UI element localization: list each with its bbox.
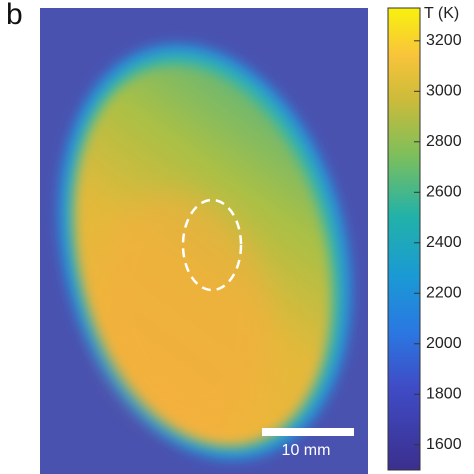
colorbar-tick-label: 2800	[426, 133, 462, 150]
panel-label: b	[6, 0, 23, 31]
colorbar-tick-label: 2400	[426, 234, 462, 251]
scale-bar	[262, 428, 354, 436]
colorbar-tick-label: 2200	[426, 284, 462, 301]
colorbar-tick-label: 1800	[426, 385, 462, 402]
hotspot-outline	[181, 198, 243, 292]
colorbar-tick-label: 2600	[426, 184, 462, 201]
colorbar-ticks: 1600 1800 2000 2200 2400 2600 2800 3000 3200	[414, 32, 462, 453]
colorbar-tick-label: 3000	[426, 83, 462, 100]
colorbar-tick-label: 3200	[426, 32, 462, 49]
colorbar-tick-label: 1600	[426, 436, 462, 453]
colorbar	[387, 7, 421, 471]
colorbar-tick-label: 2000	[426, 335, 462, 352]
scale-bar-label: 10 mm	[282, 442, 331, 459]
colorbar-title: T (K)	[424, 5, 459, 22]
thermal-image: 10 mm	[40, 8, 368, 474]
